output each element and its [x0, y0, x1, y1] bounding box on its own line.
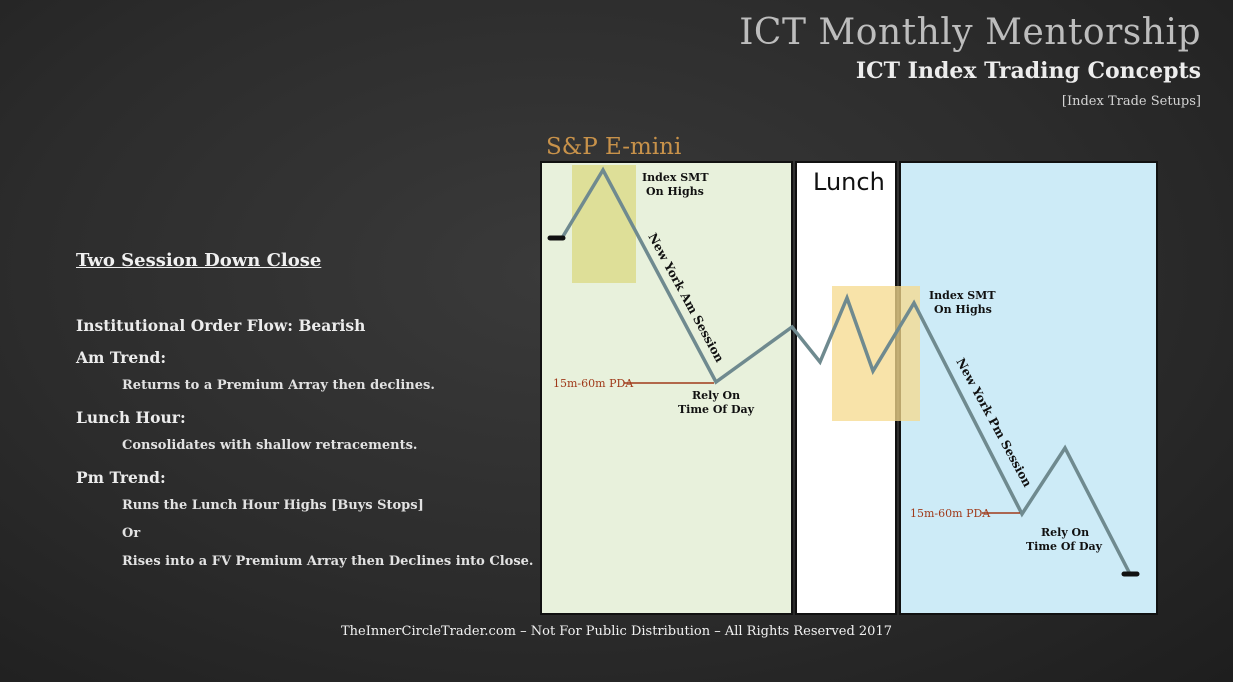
order-flow-text: Institutional Order Flow: Bearish: [76, 316, 366, 335]
lunch-premium-array-box: [832, 286, 920, 421]
section-tag: [Index Trade Setups]: [1061, 94, 1201, 109]
pm-trend-or: Or: [122, 526, 141, 541]
pm-rely-label-line-1: Rely On: [1041, 526, 1089, 539]
lunch-label: Lunch: [813, 168, 885, 196]
am-trend-label: Am Trend:: [76, 348, 167, 367]
am-rely-label-line-2: Time Of Day: [678, 403, 755, 416]
pm-session-panel: [899, 161, 1158, 615]
pm-trend-line-2: Rises into a FV Premium Array then Decli…: [122, 554, 534, 569]
lunch-hour-label: Lunch Hour:: [76, 408, 186, 427]
footer-copyright: TheInnerCircleTrader.com – Not For Publi…: [341, 624, 892, 639]
instrument-label: S&P E-mini: [546, 134, 681, 160]
am-smt-label-line-2: On Highs: [646, 185, 704, 198]
am-pda-label: 15m-60m PDA: [553, 377, 634, 390]
pm-trend-line-1: Runs the Lunch Hour Highs [Buys Stops]: [122, 498, 424, 513]
setup-heading: Two Session Down Close: [76, 250, 322, 271]
page-subtitle: ICT Index Trading Concepts: [855, 58, 1201, 84]
session-diagram: S&P E-mini Lunch 15m-60m PDA 15m-60m PDA…: [540, 134, 1158, 615]
pm-smt-label-line-2: On Highs: [934, 303, 992, 316]
page-title: ICT Monthly Mentorship: [739, 12, 1201, 53]
am-smt-label-line-1: Index SMT: [642, 171, 709, 184]
am-premium-array-box: [572, 165, 636, 283]
price-path: [560, 166, 1132, 575]
pm-trend-label: Pm Trend:: [76, 468, 166, 487]
lunch-hour-description: Consolidates with shallow retracements.: [122, 438, 418, 453]
pm-rely-label-line-2: Time Of Day: [1026, 540, 1103, 553]
am-rely-label-line-1: Rely On: [692, 389, 740, 402]
pm-pda-label: 15m-60m PDA: [910, 507, 991, 520]
am-trend-description: Returns to a Premium Array then declines…: [122, 378, 435, 393]
pm-smt-label-line-1: Index SMT: [929, 289, 996, 302]
